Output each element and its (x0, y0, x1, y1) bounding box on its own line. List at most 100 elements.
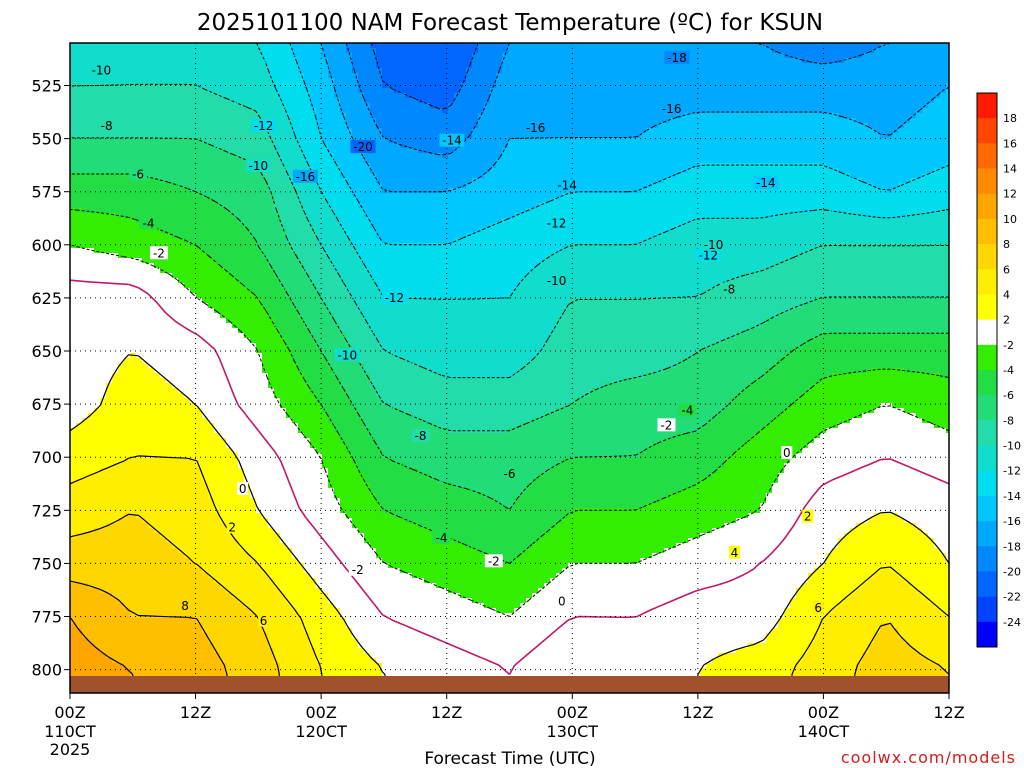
field-cell (430, 78, 437, 84)
field-cell (484, 138, 491, 144)
field-cell (814, 143, 821, 149)
field-cell (406, 63, 413, 69)
field-cell (118, 63, 125, 69)
field-cell (268, 43, 275, 49)
field-cell (448, 128, 455, 134)
field-cell (730, 53, 737, 59)
field-cell (562, 78, 569, 84)
field-cell (106, 93, 113, 99)
field-cell (322, 43, 329, 49)
field-cell (664, 123, 671, 129)
field-cell (172, 58, 179, 64)
field-cell (442, 93, 449, 99)
field-cell (388, 133, 395, 139)
field-cell (406, 68, 413, 74)
field-cell (310, 143, 317, 149)
field-cell (280, 63, 287, 69)
field-cell (742, 43, 749, 49)
field-cell (454, 53, 461, 59)
field-cell (280, 48, 287, 54)
field-cell (454, 68, 461, 74)
field-cell (358, 103, 365, 109)
field-cell (166, 118, 173, 124)
field-cell (178, 118, 185, 124)
field-cell (178, 68, 185, 74)
field-cell (802, 113, 809, 119)
field-cell (112, 93, 119, 99)
field-cell (604, 43, 611, 49)
field-cell (712, 123, 719, 129)
field-cell (142, 58, 149, 64)
field-cell (220, 133, 227, 139)
field-cell (382, 53, 389, 59)
field-cell (574, 138, 581, 144)
field-cell (130, 148, 137, 154)
field-cell (358, 108, 365, 114)
field-cell (838, 68, 845, 74)
field-cell (358, 68, 365, 74)
field-cell (184, 88, 191, 94)
field-cell (742, 93, 749, 99)
field-cell (574, 48, 581, 54)
field-cell (898, 108, 905, 114)
field-cell (364, 58, 371, 64)
field-cell (130, 113, 137, 119)
field-cell (622, 108, 629, 114)
field-cell (928, 63, 935, 69)
field-cell (784, 118, 791, 124)
field-cell (628, 108, 635, 114)
field-cell (634, 73, 641, 79)
field-cell (550, 148, 557, 154)
field-cell (934, 58, 941, 64)
field-cell (124, 78, 131, 84)
field-cell (580, 128, 587, 134)
field-cell (484, 88, 491, 94)
field-cell (286, 68, 293, 74)
field-cell (388, 113, 395, 119)
field-cell (382, 103, 389, 109)
field-cell (478, 73, 485, 79)
field-cell (766, 103, 773, 109)
field-cell (346, 103, 353, 109)
field-cell (436, 148, 443, 154)
field-cell (550, 128, 557, 134)
field-cell (532, 88, 539, 94)
field-cell (70, 148, 77, 154)
field-cell (364, 78, 371, 84)
field-cell (250, 63, 257, 69)
field-cell (334, 133, 341, 139)
field-cell (376, 78, 383, 84)
field-cell (754, 133, 761, 139)
field-cell (172, 128, 179, 134)
field-cell (202, 78, 209, 84)
field-cell (784, 43, 791, 49)
field-cell (826, 128, 833, 134)
field-cell (148, 48, 155, 54)
field-cell (268, 53, 275, 59)
field-cell (508, 58, 515, 64)
field-cell (298, 133, 305, 139)
field-cell (208, 103, 215, 109)
field-cell (94, 98, 101, 104)
field-cell (538, 143, 545, 149)
field-cell (274, 138, 281, 144)
field-cell (526, 73, 533, 79)
field-cell (838, 78, 845, 84)
field-cell (562, 48, 569, 54)
field-cell (736, 58, 743, 64)
field-cell (184, 68, 191, 74)
field-cell (628, 148, 635, 154)
field-cell (628, 143, 635, 149)
field-cell (826, 118, 833, 124)
field-cell (178, 88, 185, 94)
field-cell (916, 83, 923, 89)
field-cell (202, 118, 209, 124)
field-cell (460, 93, 467, 99)
field-cell (622, 73, 629, 79)
field-cell (694, 83, 701, 89)
field-cell (550, 48, 557, 54)
field-cell (778, 53, 785, 59)
field-cell (484, 123, 491, 129)
field-cell (454, 103, 461, 109)
field-cell (784, 63, 791, 69)
